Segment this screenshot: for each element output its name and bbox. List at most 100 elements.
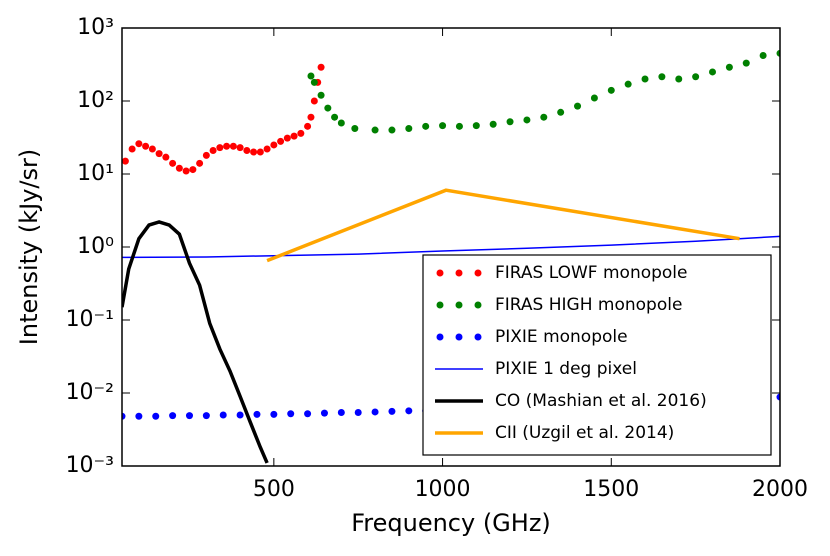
data-point [354, 409, 362, 417]
data-point [439, 122, 447, 130]
data-point [624, 80, 632, 88]
data-point [388, 126, 396, 134]
data-point [759, 52, 767, 60]
data-point [557, 108, 565, 116]
data-point [776, 49, 780, 57]
data-point [223, 142, 231, 150]
data-point [590, 94, 598, 102]
y-tick-label: 10⁻³ [66, 453, 114, 478]
data-point [388, 407, 396, 415]
data-point [277, 137, 285, 145]
data-point [742, 59, 750, 67]
data-point [337, 409, 345, 417]
data-line [266, 188, 740, 263]
legend-marker [436, 301, 444, 309]
data-point [142, 142, 150, 150]
data-point [455, 122, 463, 130]
data-point [324, 104, 332, 112]
x-tick-label: 1000 [415, 477, 471, 502]
y-tick-label: 10¹ [77, 161, 114, 186]
data-point [169, 159, 177, 167]
data-point [304, 122, 312, 130]
y-tick-label: 10² [77, 88, 114, 113]
x-tick-label: 500 [253, 477, 295, 502]
data-point [122, 157, 129, 165]
data-point [196, 159, 204, 167]
data-point [236, 144, 244, 152]
data-point [229, 142, 237, 150]
data-point [675, 75, 683, 83]
data-point [135, 412, 143, 420]
data-point [523, 116, 531, 124]
legend-label: PIXIE 1 deg pixel [495, 359, 637, 379]
legend-marker [455, 269, 463, 277]
data-point [216, 144, 224, 152]
legend-marker [436, 269, 444, 277]
data-point [320, 409, 328, 417]
data-point [422, 122, 430, 130]
data-point [540, 113, 548, 121]
data-point [317, 91, 325, 99]
data-point [270, 410, 278, 418]
data-point [607, 86, 615, 94]
data-point [310, 78, 318, 86]
data-point [371, 408, 379, 416]
data-point [202, 151, 210, 159]
data-point [270, 141, 278, 149]
data-point [692, 73, 700, 81]
data-point [283, 134, 291, 142]
data-point [371, 126, 379, 134]
data-point [472, 122, 480, 130]
data-point [337, 119, 345, 127]
data-point [489, 120, 497, 128]
legend-marker [455, 333, 463, 341]
data-point [253, 410, 261, 418]
data-point [287, 410, 295, 418]
legend-marker [474, 333, 482, 341]
legend-label: FIRAS HIGH monopole [495, 295, 682, 315]
data-point [182, 167, 190, 175]
legend-box [422, 254, 772, 456]
data-point [351, 125, 359, 133]
legend-marker [455, 301, 463, 309]
data-point [725, 63, 733, 71]
legend-label: CO (Mashian et al. 2016) [495, 391, 707, 411]
data-point [122, 412, 126, 420]
legend-label: FIRAS LOWF monopole [495, 263, 688, 283]
data-point [219, 411, 227, 419]
data-point [574, 102, 582, 110]
data-point [263, 145, 271, 153]
y-tick-label: 10⁻² [66, 380, 114, 405]
x-axis-label: Frequency (GHz) [351, 509, 551, 537]
data-line [122, 235, 780, 259]
legend-marker [436, 333, 444, 341]
y-tick-label: 10⁻¹ [66, 307, 114, 332]
y-tick-label: 10³ [77, 15, 114, 40]
data-point [189, 166, 197, 174]
legend-marker [474, 269, 482, 277]
data-point [243, 146, 251, 154]
y-tick-label: 10⁰ [77, 234, 114, 259]
data-line [122, 220, 269, 464]
data-point [290, 132, 298, 140]
data-point [162, 153, 170, 161]
data-point [297, 129, 305, 137]
data-point [135, 140, 143, 148]
data-point [250, 148, 258, 156]
data-point [658, 73, 666, 81]
data-point [148, 145, 156, 153]
data-point [405, 125, 413, 133]
data-point [175, 164, 183, 172]
data-point [506, 118, 514, 126]
data-point [641, 75, 649, 83]
data-point [307, 72, 315, 80]
legend-marker [474, 301, 482, 309]
data-point [209, 146, 217, 154]
data-point [709, 68, 717, 76]
y-axis-label: Intensity (kJy/sr) [15, 149, 43, 345]
data-point [256, 148, 264, 156]
data-point [155, 150, 163, 158]
data-point [128, 145, 136, 153]
x-tick-label: 1500 [583, 477, 639, 502]
